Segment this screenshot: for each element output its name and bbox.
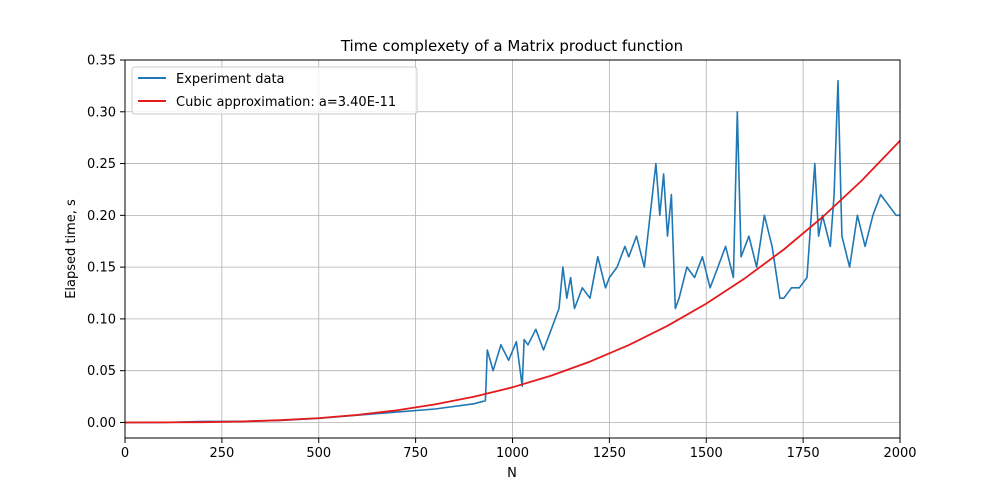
legend-label-experiment: Experiment data: [176, 72, 285, 87]
y-tick-label: 0.30: [87, 105, 116, 120]
x-tick-label: 1250: [593, 446, 626, 461]
chart-title: Time complexety of a Matrix product func…: [340, 37, 683, 55]
y-axis: 0.00 0.05 0.10 0.15 0.20 0.25 0.30 0.35: [87, 54, 125, 431]
x-tick-label: 250: [209, 446, 234, 461]
y-tick-label: 0.35: [87, 54, 116, 69]
y-tick-label: 0.20: [87, 209, 116, 224]
x-tick-label: 1750: [787, 446, 820, 461]
series-line-experiment: [125, 79, 900, 424]
x-tick-label: 2000: [883, 446, 916, 461]
series-line-cubic: [124, 140, 901, 424]
y-tick-label: 0.00: [87, 416, 116, 431]
y-tick-label: 0.05: [87, 364, 116, 379]
x-tick-label: 0: [121, 446, 129, 461]
x-tick-label: 750: [403, 446, 428, 461]
x-axis-label: N: [507, 466, 517, 481]
y-tick-label: 0.15: [87, 261, 116, 276]
x-tick-label: 500: [306, 446, 331, 461]
legend-label-cubic: Cubic approximation: a=3.40E-11: [176, 95, 396, 110]
x-tick-label: 1000: [496, 446, 529, 461]
legend: Experiment data Cubic approximation: a=3…: [131, 66, 418, 115]
y-axis-label: Elapsed time, s: [64, 199, 79, 299]
y-tick-label: 0.10: [87, 312, 116, 327]
legend-box: [131, 66, 418, 115]
x-axis: 0 250 500 750 1000 1250 1500 1750 2000: [121, 438, 917, 461]
x-tick-label: 1500: [690, 446, 723, 461]
y-tick-label: 0.25: [87, 157, 116, 172]
series-layer: [124, 79, 901, 424]
